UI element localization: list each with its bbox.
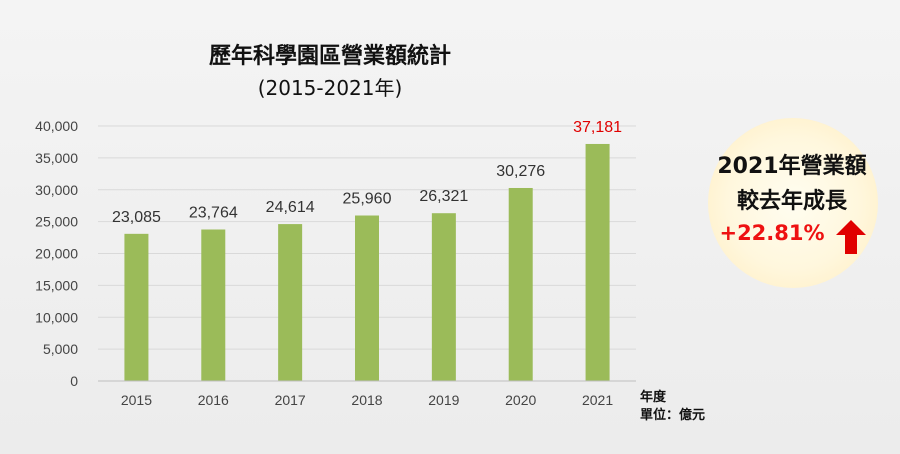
y-tick-label: 10,000 [35,309,78,325]
unit-note: 單位：億元 [640,408,706,423]
x-tick-label: 2021 [582,392,613,408]
x-tick-label: 2020 [505,392,536,408]
growth-badge-subtitle: 較去年成長 [736,189,847,214]
data-label: 30,276 [496,163,545,180]
chart-subtitle: (2015-2021年) [257,76,403,100]
y-tick-label: 20,000 [35,246,78,262]
up-arrow-icon [836,220,866,254]
x-tick-label: 2018 [351,392,382,408]
chart-title: 歷年科學園區營業額統計 [208,44,451,69]
bars [124,143,610,381]
bar-2018 [355,215,379,381]
growth-badge [708,118,878,288]
y-tick-label: 15,000 [35,277,78,293]
data-label: 26,321 [419,188,468,205]
data-labels: 23,085 23,764 24,614 25,960 26,321 30,276 37,1… [112,119,622,226]
y-tick-label: 35,000 [35,150,78,166]
x-tick-label: 2016 [198,392,229,408]
bar-2015 [124,233,149,381]
x-axis-ticks: 2015 2016 2017 2018 2019 2020 2021 [121,392,614,408]
y-axis-ticks: 0 5,000 10,000 15,000 20,000 25,000 30,000 35,0… [35,118,78,389]
x-tick-label: 2019 [428,392,459,408]
y-tick-label: 40,000 [35,118,78,134]
x-axis-label: 年度 [640,390,667,405]
data-label: 23,085 [112,209,161,226]
data-label: 25,960 [343,191,392,208]
growth-badge-title: 2021年營業額 [717,154,867,179]
growth-badge-value: +22.81% [719,221,825,245]
y-tick-label: 0 [70,373,78,389]
bar-2016 [201,229,226,381]
data-label: 23,764 [189,205,238,222]
data-label: 37,181 [573,119,622,136]
x-tick-label: 2017 [275,392,306,408]
y-tick-label: 30,000 [35,182,78,198]
bar-2017 [278,224,303,381]
y-tick-label: 25,000 [35,214,78,230]
x-tick-label: 2015 [121,392,152,408]
bar-2019 [431,213,456,381]
data-label: 24,614 [266,199,315,216]
y-tick-label: 5,000 [43,341,78,357]
bar-2021 [585,143,610,381]
bar-2020 [508,187,533,381]
